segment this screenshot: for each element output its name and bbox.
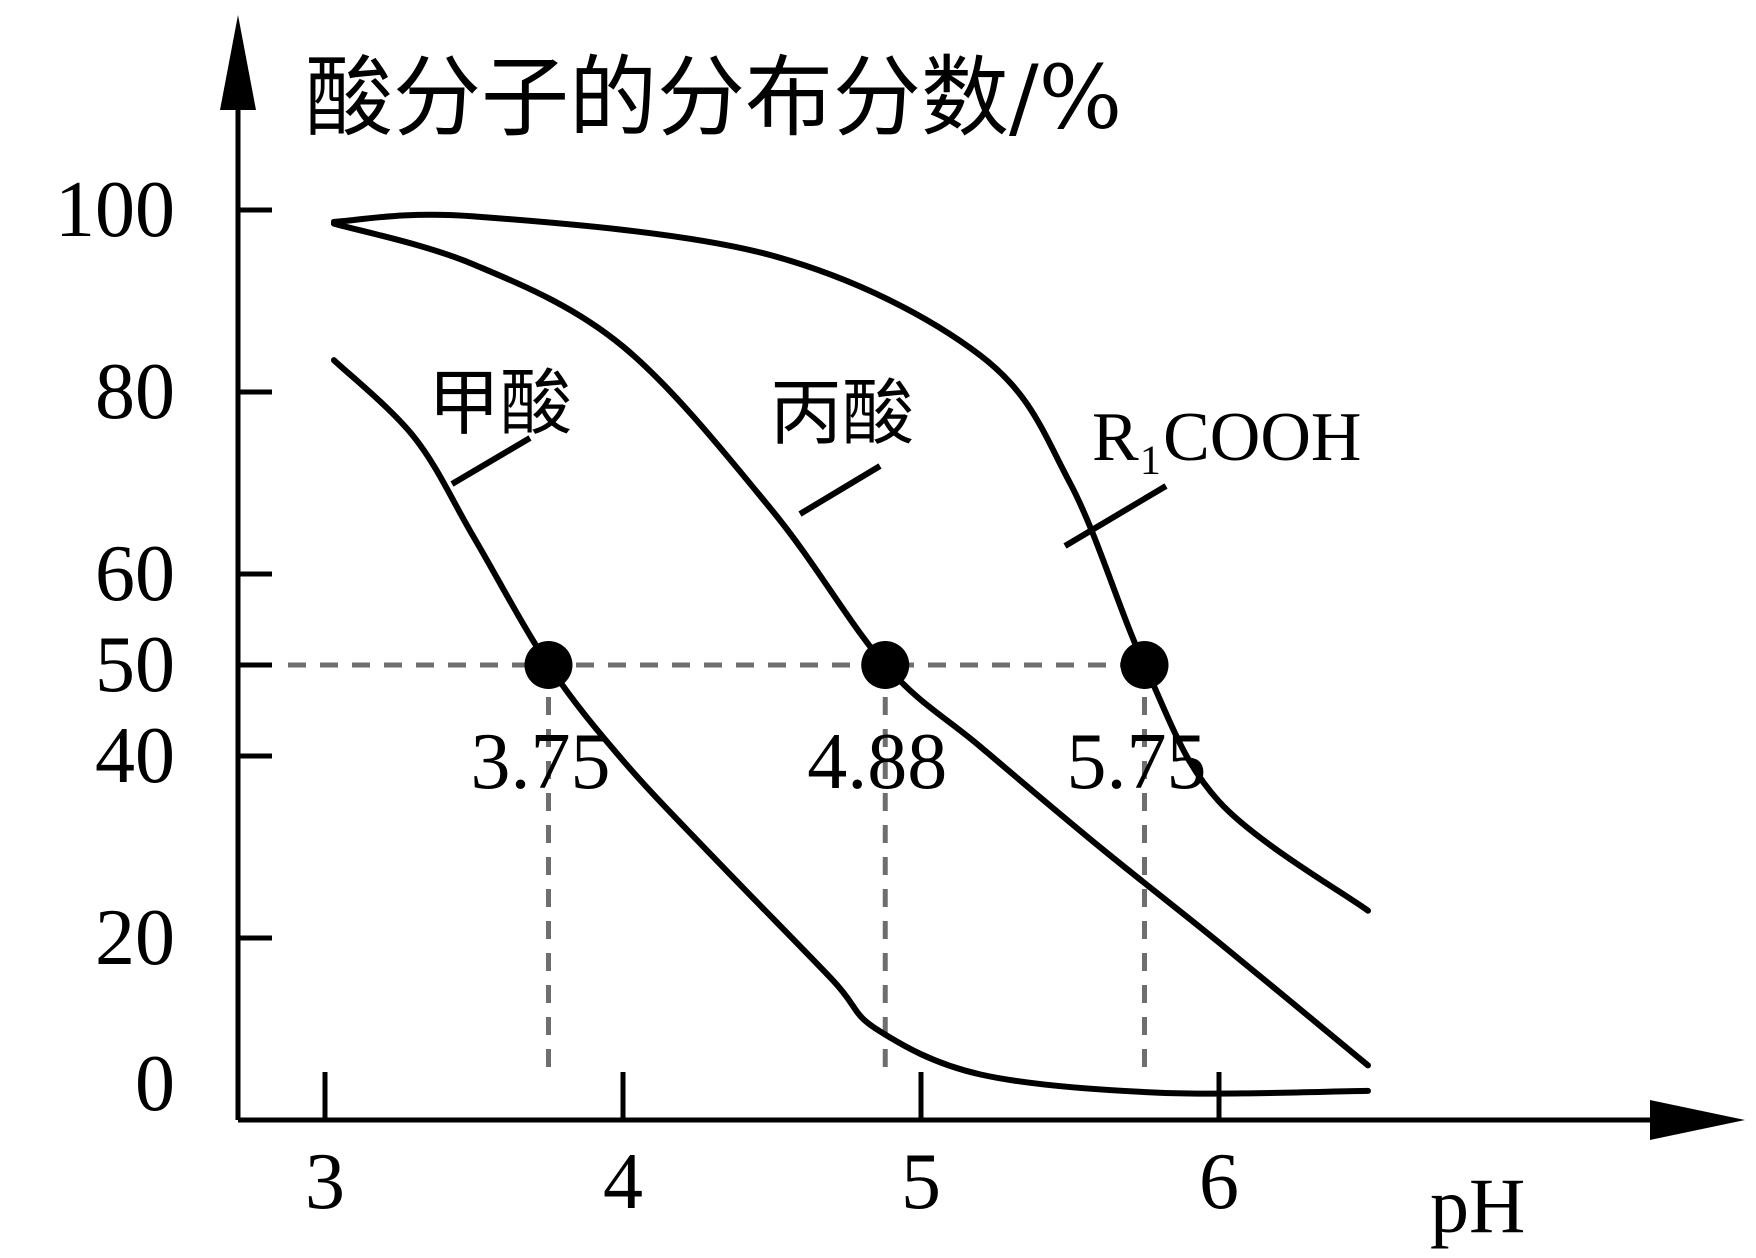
y-axis-label: 酸分子的分布分数/% — [305, 46, 1122, 149]
series-line-propionic — [330, 220, 1371, 1069]
half-point-marker — [524, 641, 573, 689]
label-leader-line — [798, 463, 882, 517]
half-point-marker — [1120, 641, 1169, 689]
y-axis-arrow — [220, 15, 256, 110]
y-tick-label: 40 — [95, 712, 175, 800]
x-tick-label: 3 — [305, 1138, 345, 1226]
x-tick-label: 4 — [603, 1138, 643, 1226]
label-leader-line — [450, 435, 532, 487]
data-label: 3.75 — [471, 718, 611, 806]
x-tick-label: 5 — [901, 1138, 941, 1226]
series-label-r1cooh: R₁COOH — [1092, 399, 1361, 476]
x-axis-arrow — [1650, 1100, 1745, 1140]
half-point-marker — [861, 641, 910, 689]
y-tick-label: 80 — [95, 348, 175, 436]
data-label: 5.75 — [1067, 718, 1207, 806]
label-leader-line — [1063, 483, 1168, 549]
y-tick-label: 0 — [135, 1040, 175, 1128]
x-axis-label: pH — [1430, 1162, 1525, 1249]
series-line-formic — [330, 357, 1371, 1097]
series-label-formic: 甲酸 — [428, 361, 572, 445]
y-tick-label: 50 — [95, 621, 175, 709]
y-tick-label: 20 — [95, 894, 175, 982]
y-tick-label: 100 — [55, 166, 175, 254]
x-tick-label: 6 — [1199, 1138, 1239, 1226]
data-label: 4.88 — [807, 718, 947, 806]
series-label-propionic: 丙酸 — [770, 371, 914, 455]
y-tick-label: 60 — [95, 530, 175, 618]
series-line-r1cooh — [330, 211, 1371, 914]
